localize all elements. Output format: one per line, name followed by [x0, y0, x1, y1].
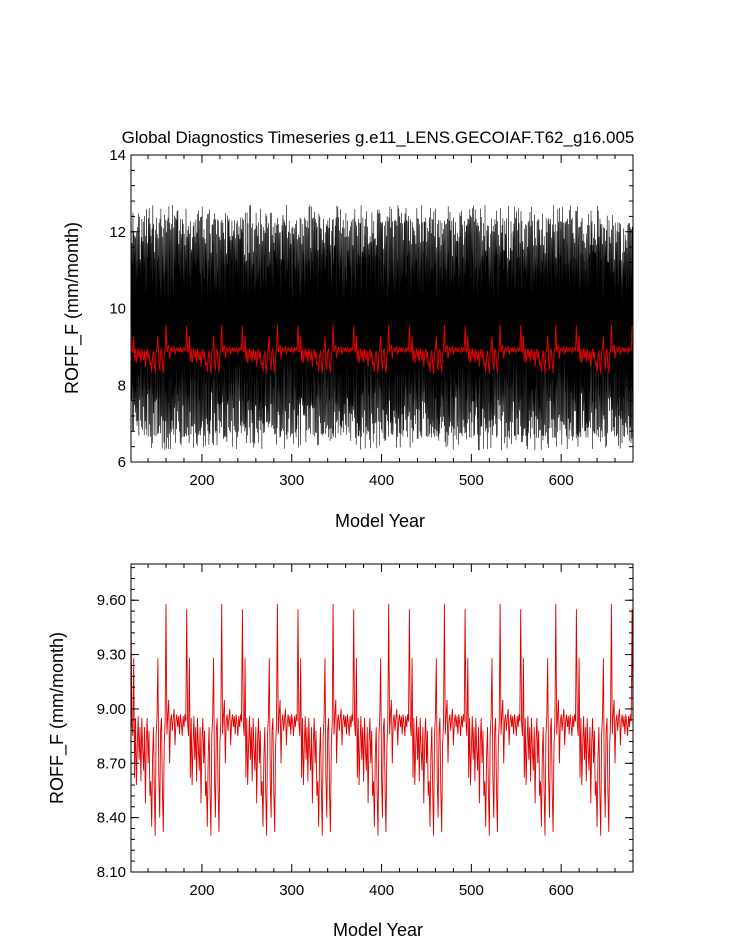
top-panel: 200 300 400 500 600 6 8 10 12 14 Model Year ROFF_… [62, 147, 634, 531]
top-x-tick-label: 200 [189, 472, 214, 489]
top-series-layer [130, 204, 634, 451]
figure-title: Global Diagnostics Timeseries g.e11_LENS… [122, 128, 635, 147]
top-x-axis-label: Model Year [335, 511, 425, 531]
bottom-annual-series-line [130, 603, 634, 836]
bottom-y-tick-label: 8.70 [97, 755, 126, 772]
top-y-tick-label: 8 [118, 377, 126, 394]
bottom-ticks-layer: 200 300 400 500 600 8.10 8.40 8.70 9.00 9.30 9.60 [97, 564, 634, 899]
bottom-x-axis-label: Model Year [333, 920, 423, 940]
top-y-tick-label: 10 [109, 301, 126, 318]
top-annual-series-line [130, 324, 634, 374]
bottom-x-tick-label: 400 [369, 882, 394, 899]
bottom-y-tick-label: 8.10 [97, 864, 126, 881]
bottom-y-tick-label: 9.60 [97, 592, 126, 609]
bottom-panel: 200 300 400 500 6008.108.408.709.009.309.60 … [47, 563, 634, 940]
bottom-x-tick-label: 200 [189, 882, 214, 899]
bottom-x-tick-label: 500 [459, 882, 484, 899]
bottom-y-axis-label: ROFF_F (mm/month) [47, 632, 68, 804]
top-monthly-series-line [130, 204, 634, 451]
bottom-y-tick-label: 9.30 [97, 647, 126, 664]
bottom-x-tick-label: 300 [279, 882, 304, 899]
top-x-tick-label: 300 [279, 472, 304, 489]
bottom-y-tick-label: 9.00 [97, 701, 126, 718]
bottom-series-layer [130, 603, 634, 836]
top-x-tick-label: 500 [459, 472, 484, 489]
top-ticks-layer: 200 300 400 500 600 6 8 10 12 14 [109, 147, 634, 489]
top-y-axis-label: ROFF_F (mm/month) [62, 222, 83, 394]
top-y-tick-label: 6 [118, 454, 126, 471]
top-x-tick-label: 400 [369, 472, 394, 489]
top-y-tick-label: 12 [109, 224, 126, 241]
top-y-tick-label: 14 [109, 147, 126, 164]
bottom-y-tick-label: 8.40 [97, 810, 126, 827]
top-x-tick-label: 600 [549, 472, 574, 489]
bottom-x-tick-label: 600 [549, 882, 574, 899]
